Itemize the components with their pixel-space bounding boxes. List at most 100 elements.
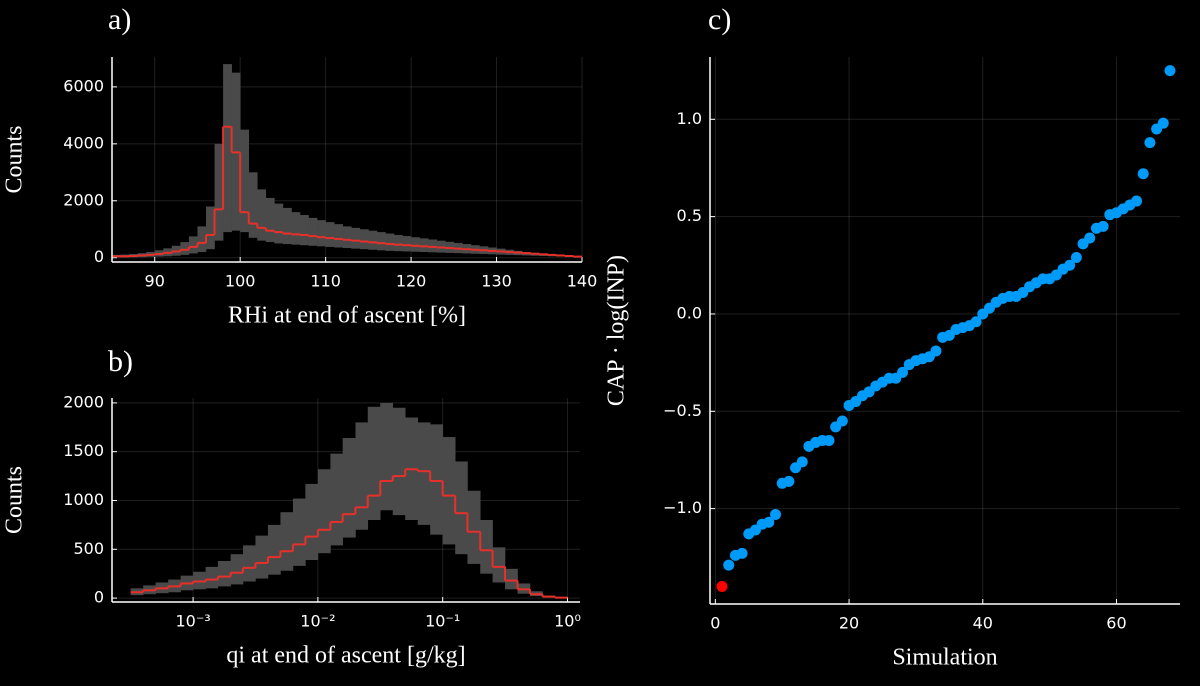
band (214, 143, 224, 241)
x-tick-label: 100 (225, 272, 256, 291)
band (280, 512, 294, 571)
point (970, 316, 982, 328)
y-tick-label: 1500 (63, 441, 104, 460)
band (359, 229, 369, 250)
y-axis-label: Counts (2, 125, 28, 193)
band (351, 227, 361, 249)
band (242, 545, 256, 582)
band (206, 206, 215, 250)
band (367, 406, 381, 521)
point (716, 580, 728, 592)
point (770, 508, 782, 520)
y-tick-label: −1.0 (663, 498, 702, 517)
point (1164, 65, 1176, 77)
point (930, 345, 942, 357)
band (265, 197, 275, 243)
point (1137, 168, 1149, 180)
band (392, 407, 406, 516)
band (292, 498, 306, 566)
band (282, 207, 292, 245)
point (1084, 232, 1096, 244)
x-tick-label: 0 (710, 614, 720, 633)
band (455, 461, 468, 555)
band (411, 237, 420, 252)
band (402, 236, 412, 252)
band (325, 222, 335, 247)
x-tick-label: 130 (481, 272, 512, 291)
band (505, 568, 518, 590)
x-tick-label: 120 (396, 272, 427, 291)
point (1064, 259, 1076, 271)
x-tick-label: 10⁻² (300, 612, 335, 631)
band (355, 422, 369, 530)
band (257, 189, 267, 241)
y-tick-label: 1.0 (677, 109, 702, 128)
band (419, 238, 429, 253)
point (736, 547, 748, 559)
band (274, 203, 284, 244)
x-tick-label: 10⁻¹ (425, 612, 460, 631)
panel-title: c) (708, 3, 731, 36)
band (300, 215, 309, 246)
band (330, 453, 343, 546)
band (385, 233, 395, 251)
band (230, 554, 244, 585)
band (492, 547, 506, 583)
band (376, 232, 386, 251)
y-tick-label: 0.5 (677, 206, 702, 225)
band (442, 437, 456, 545)
point (763, 516, 775, 528)
band (180, 242, 190, 255)
y-tick-label: 0.0 (677, 303, 702, 322)
point (836, 415, 848, 427)
band (197, 226, 207, 253)
y-tick-label: 500 (73, 539, 104, 558)
band (188, 236, 198, 254)
point (1144, 137, 1156, 149)
band (334, 224, 344, 248)
y-tick-label: 1000 (63, 490, 104, 509)
band (291, 212, 301, 245)
band (255, 535, 269, 579)
band (248, 172, 258, 238)
band (217, 561, 231, 587)
band (317, 220, 326, 247)
band (368, 230, 378, 250)
y-tick-label: 4000 (63, 133, 104, 152)
x-axis-label: Simulation (892, 645, 997, 671)
band (394, 234, 403, 252)
x-tick-label: 10⁻³ (175, 612, 210, 631)
band (223, 64, 232, 233)
x-tick-label: 60 (1106, 614, 1126, 633)
band (430, 424, 443, 535)
y-tick-label: −0.5 (663, 401, 702, 420)
point (796, 456, 808, 468)
x-tick-label: 40 (973, 614, 993, 633)
point (783, 475, 795, 487)
point (897, 366, 909, 378)
x-axis-label: RHi at end of ascent [%] (228, 303, 466, 329)
band (205, 566, 219, 589)
band (305, 483, 319, 561)
y-axis-label: Counts (2, 466, 28, 534)
panel-title: b) (108, 345, 133, 378)
point (823, 434, 835, 446)
point (1097, 220, 1109, 232)
point (1131, 195, 1143, 207)
band (342, 438, 356, 538)
y-tick-label: 2000 (63, 190, 104, 209)
point (1070, 252, 1082, 264)
x-axis-label: qi at end of ascent [g/kg] (226, 643, 465, 669)
band (267, 524, 281, 575)
y-tick-label: 6000 (63, 76, 104, 95)
y-axis-label: CAP · log(INP) (604, 255, 630, 406)
panel-title: a) (108, 3, 131, 36)
point (1157, 117, 1169, 129)
y-tick-label: 2000 (63, 392, 104, 411)
y-tick-label: 0 (94, 588, 104, 607)
x-tick-label: 90 (145, 272, 165, 291)
band (467, 490, 481, 564)
point (723, 559, 735, 571)
band (342, 226, 352, 249)
